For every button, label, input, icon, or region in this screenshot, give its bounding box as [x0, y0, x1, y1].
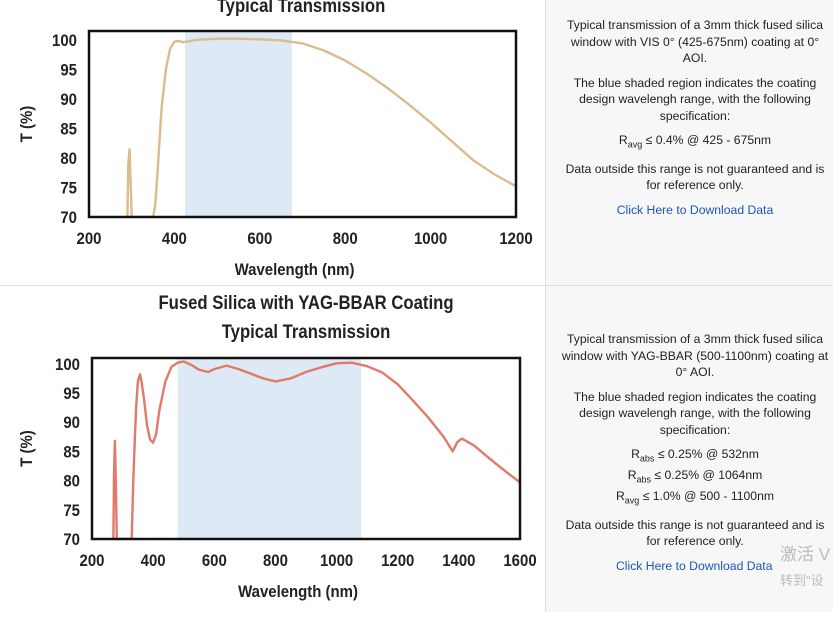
x-tick-label: 1200 — [499, 230, 532, 248]
spec-value: ≤ 0.25% @ 532nm — [654, 447, 759, 461]
spec-value: ≤ 1.0% @ 500 - 1100nm — [639, 488, 774, 503]
spec-symbol: R — [627, 467, 637, 482]
chart-title: Fused Silica with YAG-BBAR Coating — [158, 292, 453, 313]
y-tick-label: 100 — [55, 356, 80, 374]
spec-subscript: avg — [627, 139, 643, 150]
plot-frame — [87, 29, 518, 219]
description-1-disclaimer: Data outside this range is not guarantee… — [565, 161, 825, 193]
chart-title: Typical Transmission — [217, 0, 386, 16]
description-2-shading-note: The blue shaded region indicates the coa… — [573, 389, 817, 437]
chart-row-2: Fused Silica with YAG-BBAR Coating Typica… — [0, 286, 833, 612]
download-data-link-1[interactable]: Click Here to Download Data — [616, 202, 774, 217]
series-group — [126, 37, 516, 217]
activation-watermark-line1: 激活 V — [780, 545, 831, 564]
x-tick-label: 1200 — [381, 552, 414, 570]
x-tick-label: 400 — [162, 230, 187, 248]
x-tick-label: 200 — [80, 552, 105, 570]
y-axis-label: T (%) — [18, 106, 36, 143]
spec-symbol: R — [618, 133, 628, 147]
chart-subtitle: Typical Transmission — [222, 321, 391, 342]
y-tick-label: 90 — [63, 414, 80, 432]
description-1-text: Typical transmission of a 3mm thick fuse… — [566, 18, 824, 65]
y-tick-label: 80 — [60, 150, 77, 168]
y-tick-label: 100 — [52, 32, 77, 50]
spec-block-1: Ravg ≤ 0.4% @ 425 - 675nm — [560, 132, 830, 153]
description-1-shading-note: The blue shaded region indicates the coa… — [573, 75, 817, 123]
x-tick-label: 200 — [77, 230, 102, 248]
y-tick-label: 95 — [63, 385, 80, 403]
y-tick-label: 90 — [60, 91, 77, 109]
row-divider — [0, 285, 833, 286]
panel1-spec-line: Ravg ≤ 0.4% @ 425 - 675nm — [560, 132, 830, 153]
description-2-disclaimer: Data outside this range is not guarantee… — [565, 517, 825, 549]
spec-subscript: abs — [639, 453, 655, 464]
panel2-spec-line: Ravg ≤ 1.0% @ 500 - 1100nm — [560, 488, 830, 509]
y-tick-label: 70 — [63, 531, 80, 549]
description-2: Typical transmission of a 3mm thick fuse… — [560, 331, 830, 582]
y-tick-label: 85 — [63, 444, 80, 462]
y-tick-label: 85 — [60, 121, 77, 139]
y-axis-label: T (%) — [18, 430, 36, 467]
transmission-line — [112, 360, 520, 539]
x-tick-label: 1000 — [414, 230, 447, 248]
coating-shaded-region — [177, 359, 362, 539]
transmission-line — [126, 37, 516, 217]
spec-value: ≤ 0.25% @ 1064nm — [651, 467, 763, 482]
x-axis-label: Wavelength (nm) — [235, 261, 355, 279]
x-tick-label: 1000 — [320, 552, 353, 570]
x-tick-label: 400 — [141, 552, 166, 570]
panel2-spec-line: Rabs ≤ 0.25% @ 532nm — [560, 446, 830, 467]
plot-frame — [90, 356, 522, 541]
transmission-chart-vis: Typical Transmission 200 400 600 800 1000 1200… — [18, 0, 533, 279]
spec-value: ≤ 0.4% @ 425 - 675nm — [642, 133, 772, 147]
panel2-spec-line: Rabs ≤ 0.25% @ 1064nm — [560, 467, 830, 488]
x-tick-label: 600 — [202, 552, 227, 570]
x-tick-label: 600 — [247, 230, 272, 248]
description-2-text: Typical transmission of a 3mm thick fuse… — [561, 332, 829, 379]
description-cell-2: Typical transmission of a 3mm thick fuse… — [545, 286, 833, 612]
spec-symbol: R — [631, 447, 640, 461]
x-tick-label: 800 — [263, 552, 288, 570]
coating-shaded-region — [185, 32, 292, 217]
spec-symbol: R — [615, 488, 625, 503]
x-tick-label: 1600 — [503, 552, 536, 570]
y-tick-label: 95 — [60, 62, 77, 80]
x-tick-label: 800 — [333, 230, 358, 248]
description-1: Typical transmission of a 3mm thick fuse… — [560, 17, 830, 226]
activation-watermark-line2: 转到"设 — [780, 573, 824, 588]
y-tick-label: 75 — [63, 502, 80, 520]
spec-subscript: abs — [636, 474, 652, 485]
chart-row-1: Typical Transmission 200 400 600 800 1000 1200… — [0, 0, 833, 285]
description-cell-1: Typical transmission of a 3mm thick fuse… — [545, 0, 833, 285]
series-group — [112, 360, 520, 539]
chart-cell-1: Typical Transmission 200 400 600 800 1000 1200… — [0, 0, 545, 285]
y-tick-label: 70 — [60, 209, 77, 227]
spec-block-2: Rabs ≤ 0.25% @ 532nm Rabs ≤ 0.25% @ 1064n… — [560, 446, 830, 509]
x-tick-label: 1400 — [442, 552, 475, 570]
x-axis-label: Wavelength (nm) — [238, 583, 358, 601]
chart-cell-2: Fused Silica with YAG-BBAR Coating Typica… — [0, 286, 545, 612]
transmission-chart-yag-bbar: Fused Silica with YAG-BBAR Coating Typica… — [18, 292, 537, 601]
download-data-link-2[interactable]: Click Here to Download Data — [616, 558, 773, 573]
spec-subscript: avg — [624, 495, 640, 506]
y-tick-label: 75 — [60, 180, 77, 198]
y-tick-label: 80 — [63, 473, 80, 491]
